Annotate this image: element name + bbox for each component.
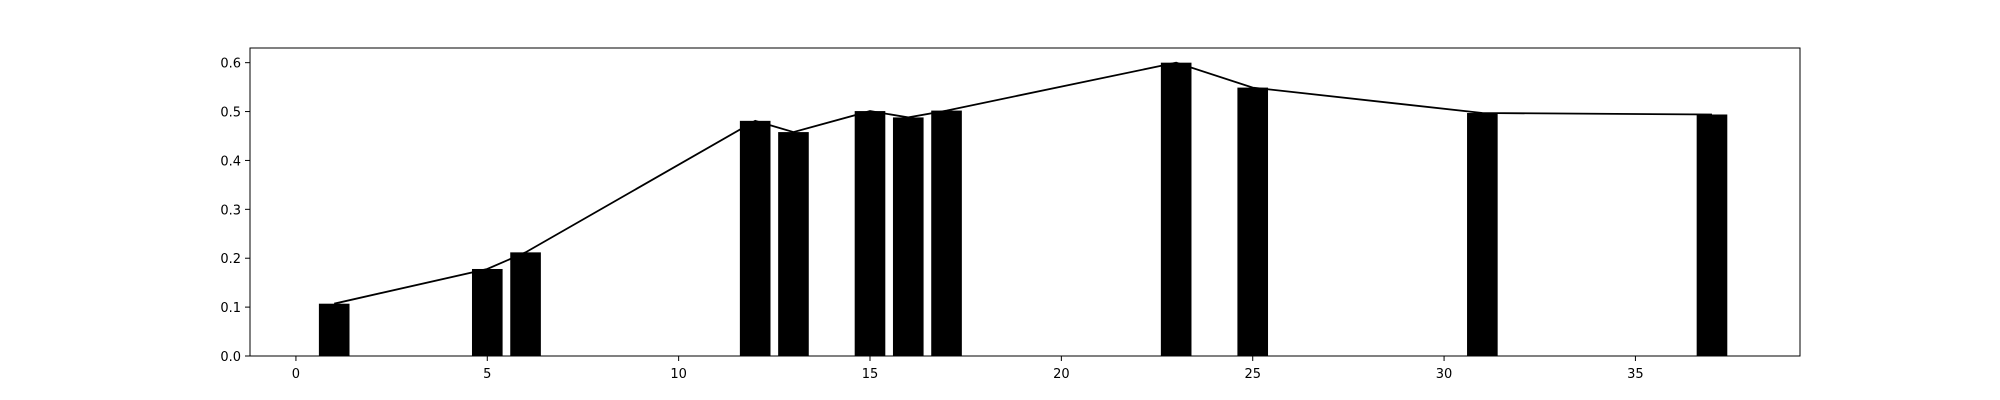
bar (1467, 113, 1498, 357)
bar (510, 252, 541, 356)
bar (471, 268, 503, 356)
bar (318, 303, 350, 356)
x-tick-label: 10 (670, 367, 687, 382)
trend-line-layer (334, 61, 1712, 305)
x-tick-label: 20 (1053, 367, 1070, 382)
bar (778, 132, 809, 356)
bar (854, 111, 886, 356)
bar (1696, 114, 1728, 357)
bar (739, 120, 771, 356)
y-tick-label: 0.1 (220, 301, 241, 316)
plot-frame (249, 47, 1801, 357)
trend-line (334, 61, 1712, 305)
y-tick-label: 0.3 (220, 203, 241, 218)
bar (1237, 87, 1269, 356)
bar (931, 110, 962, 356)
x-tick-label: 35 (1627, 367, 1644, 382)
x-tick-label: 5 (483, 367, 491, 382)
x-tick-label: 25 (1244, 367, 1261, 382)
bar (1160, 62, 1192, 357)
y-tick-label: 0.4 (220, 154, 241, 169)
bar (892, 117, 924, 356)
y-tick-label: 0.0 (220, 350, 241, 365)
y-tick-label: 0.2 (220, 252, 241, 267)
axes-layer: 0 5 10 15 20 25 30 35 0.0 0.1 0.2 0.3 0.4 0.5 0.6 (220, 57, 1643, 382)
x-tick-label: 15 (862, 367, 879, 382)
bars-layer (318, 62, 1728, 357)
y-tick-label: 0.5 (220, 106, 241, 121)
y-tick-label: 0.6 (220, 57, 241, 72)
x-tick-label: 30 (1436, 367, 1453, 382)
x-tick-label: 0 (292, 367, 300, 382)
